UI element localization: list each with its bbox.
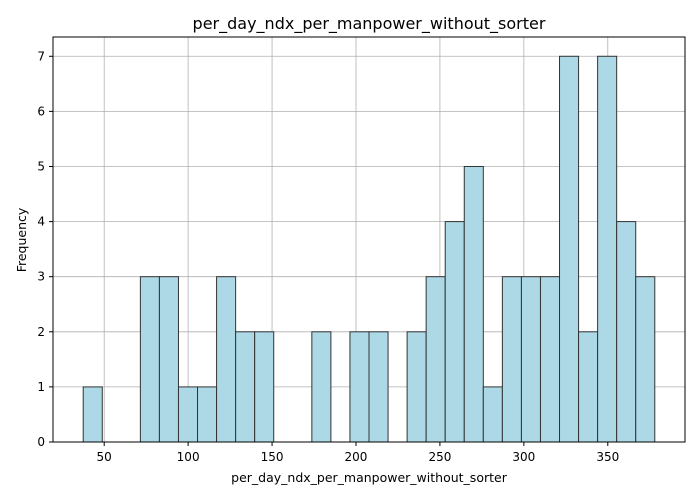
histogram-bar <box>539 276 561 443</box>
plot-frame <box>52 36 686 443</box>
histogram-bar <box>216 276 237 443</box>
histogram-bar <box>635 276 656 443</box>
x-axis-label: per_day_ndx_per_manpower_without_sorter <box>231 470 508 485</box>
axis-ticks: 50 100 150 200 250 300 350 0 1 2 3 4 5 6 7 <box>37 49 619 464</box>
y-tick-label: 0 <box>37 435 45 449</box>
histogram-bar <box>597 55 618 443</box>
histogram-bar <box>578 331 599 443</box>
x-tick-label: 100 <box>177 450 200 464</box>
histogram-bar <box>425 276 446 443</box>
histogram-bar <box>501 276 522 443</box>
y-tick-label: 2 <box>37 325 45 339</box>
bars <box>82 55 656 443</box>
histogram-bar <box>177 386 199 443</box>
histogram-bar <box>254 331 275 443</box>
y-tick-label: 1 <box>37 380 45 394</box>
y-tick-label: 6 <box>37 104 45 118</box>
histogram-bar <box>444 221 465 443</box>
histogram-bar <box>139 276 160 443</box>
x-tick-label: 250 <box>428 450 451 464</box>
histogram-bar <box>520 276 541 443</box>
x-tick-label: 150 <box>261 450 284 464</box>
histogram-bar <box>463 165 484 443</box>
histogram-bar <box>482 386 503 443</box>
x-tick-label: 200 <box>345 450 368 464</box>
x-tick-label: 350 <box>596 450 619 464</box>
x-tick-label: 50 <box>97 450 112 464</box>
histogram-bar <box>349 331 370 443</box>
histogram-bar <box>559 55 580 443</box>
histogram-bar <box>616 221 637 443</box>
y-tick-label: 7 <box>37 49 45 63</box>
y-tick-label: 5 <box>37 159 45 173</box>
histogram-bar <box>311 331 332 443</box>
histogram-bar <box>82 386 103 443</box>
y-tick-label: 3 <box>37 270 45 284</box>
y-tick-label: 4 <box>37 215 45 229</box>
histogram-bar <box>406 331 427 443</box>
histogram-bar <box>158 276 179 443</box>
histogram-bar <box>235 331 256 443</box>
histogram-bar <box>197 386 218 443</box>
chart-title: per_day_ndx_per_manpower_without_sorter <box>193 14 546 34</box>
x-tick-label: 300 <box>512 450 535 464</box>
histogram-bar <box>368 331 389 443</box>
y-axis-label: Frequency <box>14 207 29 272</box>
